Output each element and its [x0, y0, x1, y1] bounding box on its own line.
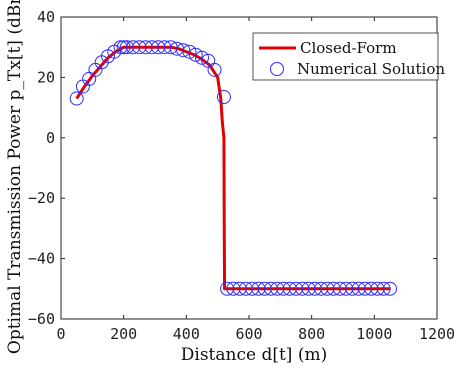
y-tick-label: 40	[37, 8, 55, 26]
numerical-solution-marker	[176, 43, 191, 58]
y-tick-label: −60	[28, 310, 55, 328]
y-axis-label: Optimal Transmission Power p_Tx[t] (dBm)	[5, 0, 25, 354]
numerical-solution-marker	[207, 62, 222, 77]
legend: Closed-Form Numerical Solution	[252, 32, 445, 81]
numerical-solution-marker	[376, 281, 391, 296]
legend-box	[252, 32, 439, 81]
numerical-solution-marker	[182, 44, 197, 59]
x-tick-label: 0	[56, 325, 65, 343]
y-tick-label: 0	[46, 129, 55, 147]
x-tick-label: 1000	[356, 325, 392, 343]
numerical-solution-marker	[116, 40, 131, 55]
x-tick-label: 800	[298, 325, 325, 343]
numerical-solution-marker	[188, 47, 203, 62]
x-tick-label: 200	[110, 325, 137, 343]
numerical-solution-marker	[216, 90, 231, 105]
numerical-solution-marker	[69, 91, 84, 106]
legend-numerical-marker-icon	[270, 62, 284, 76]
legend-numerical-label: Numerical Solution	[297, 60, 445, 78]
y-tick-label: 20	[37, 68, 55, 86]
x-axis-label: Distance d[t] (m)	[181, 345, 327, 365]
x-tick-label: 1200	[419, 325, 455, 343]
legend-closed-form-label: Closed-Form	[300, 39, 397, 57]
y-tick-label: −20	[28, 189, 55, 207]
y-tick-label: −40	[28, 250, 55, 268]
numerical-solution-marker	[195, 50, 209, 65]
ticks-layer: 0 200 400 600 800 1000 1200 −60 −40 −20 0 20 40	[28, 8, 455, 343]
closed-form-line	[75, 45, 390, 291]
series-layer	[69, 40, 397, 296]
x-tick-label: 400	[173, 325, 200, 343]
x-tick-label: 600	[235, 325, 262, 343]
numerical-solution-marker	[383, 281, 397, 296]
